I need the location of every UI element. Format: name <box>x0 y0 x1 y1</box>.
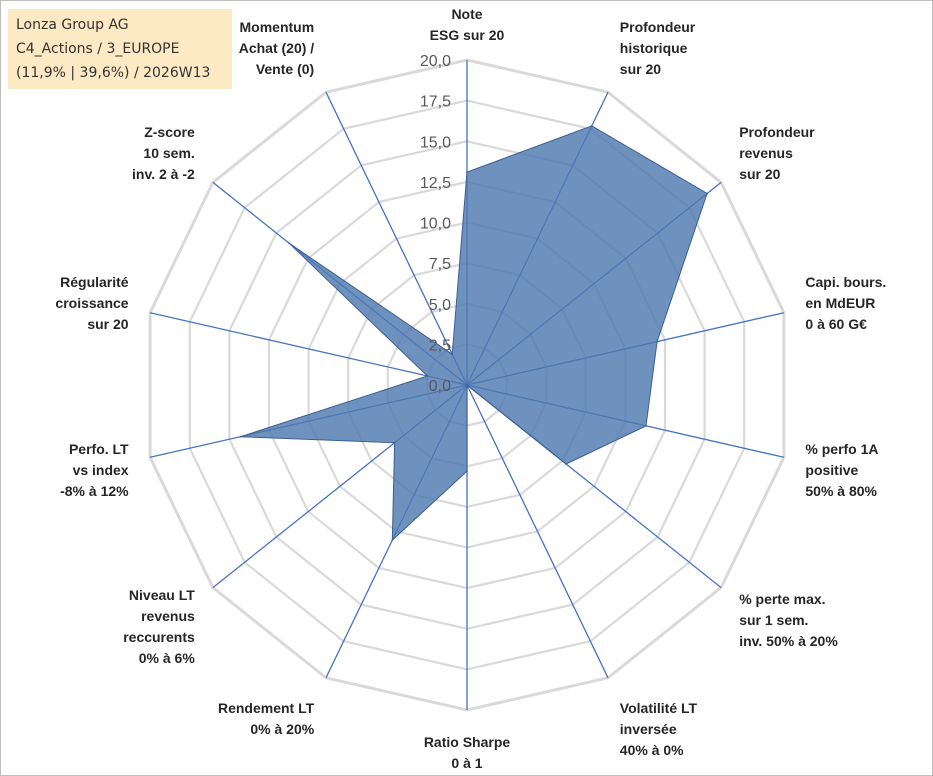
category-label: % perte max. sur 1 sem. inv. 50% à 20% <box>739 591 838 649</box>
category-label: Régularité croissance sur 20 <box>55 274 128 332</box>
data-point <box>239 435 242 438</box>
category-line: C4_Actions / 3_EUROPE <box>16 41 180 57</box>
tick-label: 17,5 <box>420 94 451 111</box>
category-label: Perfo. LT vs index -8% à 12% <box>60 441 129 499</box>
axis-spoke <box>466 384 609 679</box>
category-label-line: Profondeur <box>620 19 696 35</box>
category-label-line: reccurents <box>123 629 195 645</box>
category-label-line: 0 à 1 <box>451 755 482 771</box>
data-point <box>591 125 593 127</box>
data-series-area <box>240 125 708 542</box>
data-point <box>391 539 394 541</box>
axis-spoke <box>149 312 468 386</box>
tick-label: 10,0 <box>420 216 451 233</box>
category-label-line: 0 à 60 G€ <box>805 316 867 332</box>
tick-label: 7,5 <box>429 256 451 273</box>
tick-label: 20,0 <box>420 53 451 70</box>
category-label-line: % perte max. <box>739 591 825 607</box>
category-label-line: en MdEUR <box>805 295 875 311</box>
tick-label: 15,0 <box>420 134 451 151</box>
data-point <box>706 192 708 195</box>
category-label-line: Volatilité LT <box>620 700 698 716</box>
category-label-line: Niveau LT <box>129 587 195 603</box>
data-point <box>645 425 647 427</box>
info-box: Lonza Group AG C4_Actions / 3_EUROPE (11… <box>8 9 232 89</box>
category-label: Profondeur historique sur 20 <box>620 19 696 77</box>
data-point <box>565 463 567 465</box>
axis-spoke <box>325 91 468 386</box>
category-label-line: 0% à 6% <box>139 650 196 666</box>
category-label-line: 0% à 20% <box>250 721 314 737</box>
category-label-line: 10 sem. <box>143 145 194 161</box>
data-point <box>288 242 290 244</box>
data-point <box>393 442 396 444</box>
data-point <box>466 171 468 173</box>
category-label-line: sur 20 <box>739 166 780 182</box>
category-label-line: positive <box>805 462 858 478</box>
data-point <box>656 340 658 343</box>
category-label-line: % perfo 1A <box>805 441 878 457</box>
category-label: Ratio Sharpe 0 à 1 <box>424 734 511 771</box>
category-label-line: inv. 2 à -2 <box>132 166 195 182</box>
company-name: Lonza Group AG <box>16 17 129 33</box>
category-label-line: 50% à 80% <box>805 483 877 499</box>
category-label: Rendement LT 0% à 20% <box>218 700 315 737</box>
stats-line: (11,9% | 39,6%) / 2026W13 <box>16 65 211 81</box>
category-label: Niveau LT revenus reccurents 0% à 6% <box>123 587 195 666</box>
category-label-line: 40% à 0% <box>620 742 684 758</box>
tick-label: 12,5 <box>420 175 451 192</box>
data-point <box>466 470 468 472</box>
category-label-line: Capi. bours. <box>805 274 886 290</box>
category-label-line: croissance <box>55 295 128 311</box>
category-label-line: historique <box>620 40 688 56</box>
category-label-line: sur 1 sem. <box>739 612 808 628</box>
category-label: Z-score 10 sem. inv. 2 à -2 <box>132 124 195 182</box>
category-label-line: Achat (20) / <box>239 40 315 56</box>
data-point <box>426 375 429 377</box>
category-label-line: ESG sur 20 <box>430 27 505 43</box>
category-label-line: Z-score <box>144 124 195 140</box>
data-point <box>451 353 454 356</box>
category-label-line: -8% à 12% <box>60 483 129 499</box>
tick-label: 5,0 <box>429 297 451 314</box>
category-label-line: Perfo. LT <box>69 441 129 457</box>
category-label-line: Profondeur <box>739 124 815 140</box>
data-point <box>466 384 468 386</box>
category-label-line: revenus <box>739 145 793 161</box>
category-label-line: Note <box>451 6 482 22</box>
category-label-line: sur 20 <box>620 61 661 77</box>
tick-label: 0,0 <box>429 378 451 395</box>
category-label: Volatilité LT inversée 40% à 0% <box>620 700 698 758</box>
category-label-line: inversée <box>620 721 677 737</box>
category-label: Capi. bours. en MdEUR 0 à 60 G€ <box>805 274 886 332</box>
category-label-line: sur 20 <box>87 316 128 332</box>
category-label-line: Vente (0) <box>256 61 314 77</box>
category-label-line: vs index <box>73 462 129 478</box>
category-label-line: Ratio Sharpe <box>424 734 511 750</box>
category-label-line: Rendement LT <box>218 700 315 716</box>
category-label: Momentum Achat (20) / Vente (0) <box>239 19 315 77</box>
category-label: Note ESG sur 20 <box>430 6 505 43</box>
category-label-line: Régularité <box>60 274 129 290</box>
category-label-line: revenus <box>141 608 195 624</box>
tick-label: 2,5 <box>429 337 451 354</box>
category-label: % perfo 1A positive 50% à 80% <box>805 441 878 499</box>
category-label-line: inv. 50% à 20% <box>739 633 838 649</box>
category-label: Profondeur revenus sur 20 <box>739 124 815 182</box>
category-label-line: Momentum <box>240 19 315 35</box>
